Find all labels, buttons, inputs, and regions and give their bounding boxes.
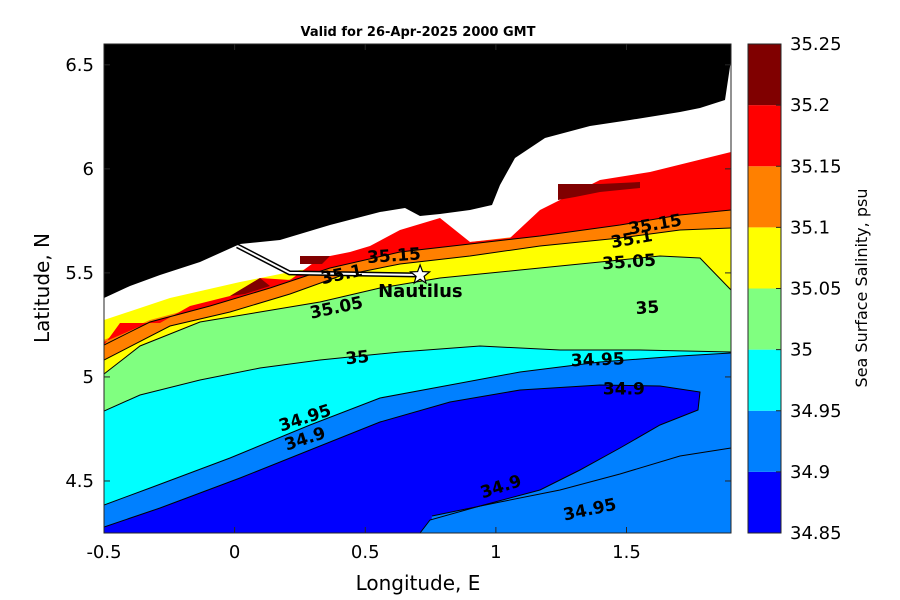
colorbar-swatch — [748, 410, 781, 472]
track-line — [236, 244, 421, 276]
colorbar-tick-label: 35.05 — [790, 279, 842, 300]
contour-label: 35.15 — [366, 244, 421, 268]
contour-label: 34.95 — [571, 349, 625, 371]
y-tick-label: 5 — [83, 367, 94, 388]
contour-label: 35.05 — [602, 251, 657, 275]
colorbar-tick-label: 35 — [790, 340, 813, 361]
station-marker: Nautilus — [378, 263, 463, 302]
salinity-band-35.05-35.1 — [104, 226, 731, 374]
y-tick-label: 6.5 — [65, 55, 94, 76]
ship-track — [236, 243, 421, 278]
contour-label: 35 — [345, 347, 371, 369]
salinity-band-34.85-34.9 — [104, 385, 700, 533]
colorbar-tick-label: 34.95 — [790, 401, 842, 422]
colorbar-tick-label: 34.9 — [790, 462, 830, 483]
contour-lines — [104, 209, 731, 533]
colorbar-swatch — [748, 105, 781, 167]
x-tick-label: -0.5 — [86, 542, 121, 563]
colorbar-tick-label: 35.25 — [790, 34, 842, 55]
colorbar-swatch — [748, 288, 781, 350]
colorbar-label: Sea Surface Salinity, psu — [852, 189, 871, 388]
colorbar-swatch — [748, 166, 781, 228]
colorbar-swatch — [748, 44, 781, 106]
y-tick-label: 4.5 — [65, 471, 94, 492]
x-tick-label: 1.5 — [612, 542, 641, 563]
station-label: Nautilus — [378, 281, 463, 302]
salinity-band-35-35.05 — [104, 250, 731, 411]
colorbar-swatch — [748, 227, 781, 289]
chart-title: Valid for 26-Apr-2025 2000 GMT — [301, 25, 536, 40]
colorbar-swatch — [748, 349, 781, 411]
y-tick-label: 5.5 — [65, 263, 94, 284]
salinity-band-35.2-35.25 — [558, 182, 640, 200]
colorbar-tick-label: 35.1 — [790, 217, 830, 238]
contour-label: 34.9 — [603, 379, 645, 399]
x-tick-label: 0 — [229, 542, 240, 563]
plot-frame — [103, 43, 732, 534]
colorbar-tick-label: 35.2 — [790, 95, 830, 116]
y-axis: 4.5 5 5.5 6 6.5 — [65, 55, 731, 492]
x-axis-label: Longitude, E — [356, 571, 481, 595]
colorbar-tick-label: 34.85 — [790, 523, 842, 544]
star-icon — [408, 263, 432, 285]
colorbar-tick-label: 35.15 — [790, 156, 842, 177]
x-tick-label: 1 — [490, 542, 501, 563]
y-axis-label: Latitude, N — [30, 233, 54, 343]
x-tick-label: 0.5 — [351, 542, 380, 563]
land-mask — [104, 44, 731, 298]
contour-label: 35 — [635, 297, 660, 319]
colorbar: 34.85 34.9 34.95 35 35.05 35.1 35.15 35.2 35.25 — [747, 34, 842, 544]
salinity-band-35.15-35.2 — [104, 152, 731, 345]
x-axis: -0.5 0 0.5 1 1.5 — [86, 44, 641, 563]
salinity-band-34.9-34.95-south — [430, 448, 731, 533]
salinity-band-35.1-35.15 — [104, 206, 731, 360]
salinity-band-35.2-35.25-patch2 — [300, 256, 330, 264]
salinity-band-35.2-35.25-patch — [230, 278, 270, 296]
y-tick-label: 6 — [83, 159, 94, 180]
colorbar-swatch — [748, 471, 781, 533]
